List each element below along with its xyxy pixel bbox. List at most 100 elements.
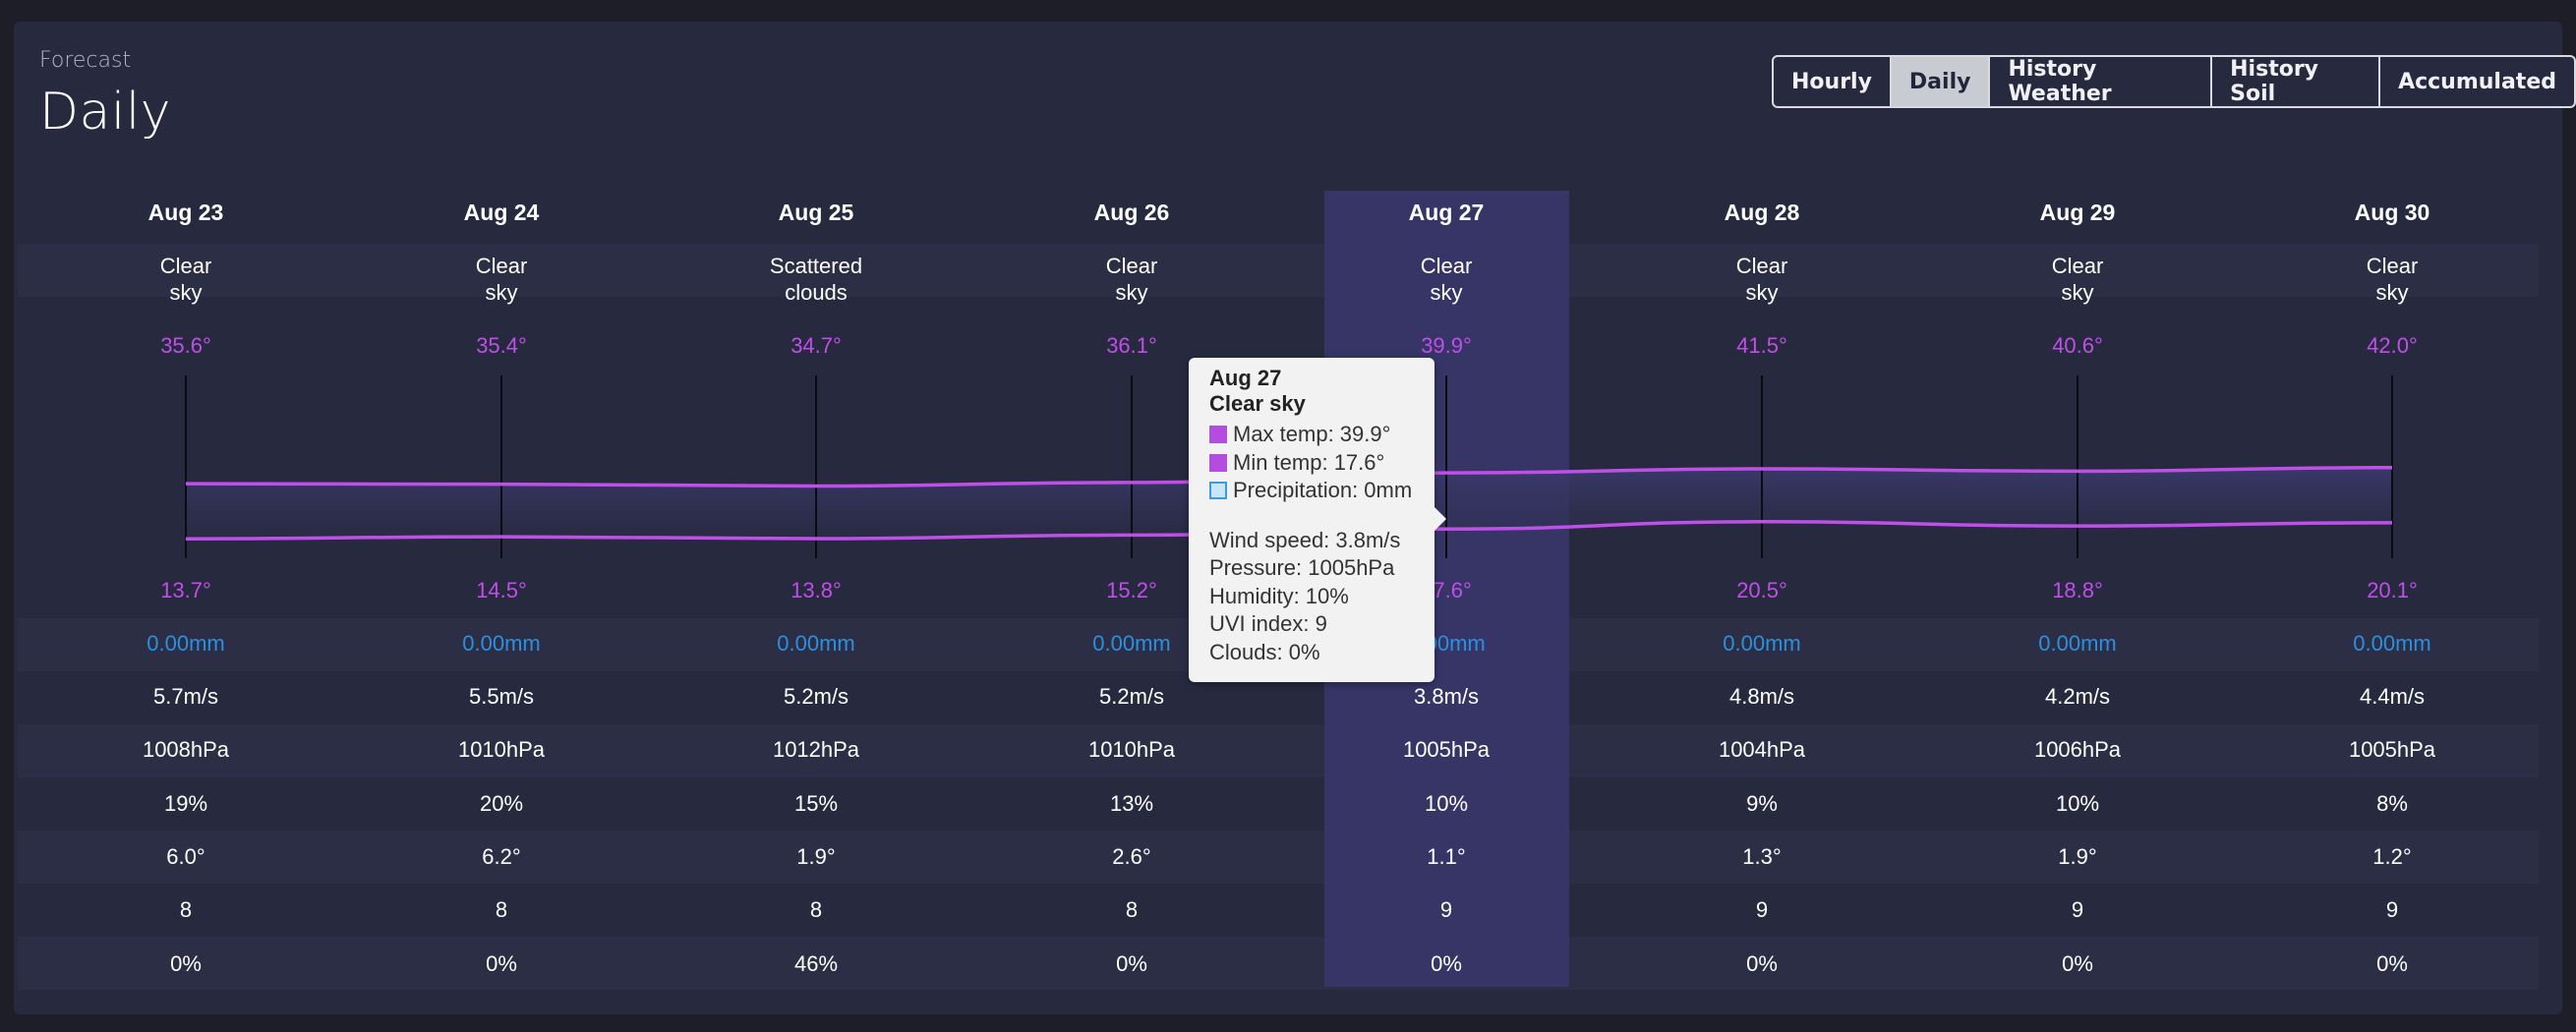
- row-band: [18, 724, 2539, 777]
- day-humidity: 9%: [1746, 791, 1778, 816]
- page-title: Daily: [39, 83, 172, 142]
- day-min-temp: 15.2°: [1106, 578, 1157, 602]
- day-wind-speed: 5.5m/s: [468, 684, 535, 709]
- day-date: Aug 28: [1724, 200, 1800, 225]
- tooltip-precip: Precipitation: 0mm: [1233, 478, 1413, 502]
- day-precipitation: 0.00mm: [462, 631, 541, 656]
- day-condition: Clear sky: [1614, 253, 1909, 306]
- day-pressure: 1006hPa: [2033, 737, 2122, 762]
- day-uvi: 8: [495, 897, 508, 922]
- day-pressure: 1012hPa: [772, 737, 860, 762]
- tab-accumulated[interactable]: Accumulated: [2398, 69, 2556, 94]
- day-pressure: 1004hPa: [1718, 737, 1806, 762]
- day-pressure: 1010hPa: [457, 737, 546, 762]
- day-condition: Clear sky: [354, 253, 649, 306]
- day-condition-line: sky: [1430, 280, 1463, 305]
- day-uvi: 9: [1755, 897, 1769, 922]
- day-tooltip: Aug 27 Clear sky Max temp: 39.9° Min tem…: [1189, 358, 1446, 682]
- day-max-temp: 34.7°: [790, 333, 842, 358]
- day-humidity: 15%: [793, 791, 839, 816]
- section-subtitle: Forecast: [39, 48, 132, 73]
- day-condition-line: sky: [169, 280, 203, 305]
- day-precipitation: 0.00mm: [146, 631, 225, 656]
- day-uvi: 9: [2385, 897, 2399, 922]
- day-condition: Clear sky: [1299, 253, 1594, 306]
- day-condition-line: sky: [1745, 280, 1779, 305]
- day-clouds: 0%: [2376, 951, 2408, 976]
- day-min-temp: 20.1°: [2367, 578, 2418, 602]
- day-clouds: 0%: [1431, 951, 1462, 976]
- tab-daily[interactable]: Daily: [1891, 57, 1991, 106]
- day-dew-point: 1.9°: [2058, 844, 2097, 869]
- tooltip-min-line: Min temp: 17.6°: [1209, 449, 1434, 478]
- day-min-temp: 13.7°: [160, 578, 211, 602]
- day-precipitation: 0.00mm: [2353, 631, 2431, 656]
- min-temp-swatch: [1209, 453, 1227, 472]
- day-condition-line: Clear: [475, 254, 528, 278]
- day-date: Aug 25: [778, 200, 854, 225]
- day-clouds: 0%: [1116, 951, 1147, 976]
- day-wind-speed: 5.7m/s: [152, 684, 219, 709]
- day-dew-point: 6.0°: [166, 844, 205, 869]
- day-condition-line: Clear: [159, 254, 212, 278]
- day-humidity: 19%: [163, 791, 208, 816]
- tooltip-uvi: UVI index: 9: [1209, 611, 1327, 636]
- tooltip-pressure: Pressure: 1005hPa: [1209, 555, 1395, 580]
- day-wind-speed: 4.4m/s: [2359, 684, 2426, 709]
- day-dew-point: 1.1°: [1427, 844, 1466, 869]
- tooltip-clouds: Clouds: 0%: [1209, 639, 1320, 664]
- day-pressure: 1008hPa: [142, 737, 230, 762]
- day-wind-speed: 3.8m/s: [1413, 684, 1480, 709]
- day-date: Aug 27: [1408, 200, 1485, 225]
- day-clouds: 46%: [793, 951, 839, 976]
- tooltip-condition: Clear sky: [1209, 391, 1306, 416]
- day-max-temp: 35.6°: [160, 333, 211, 358]
- day-max-temp: 39.9°: [1421, 333, 1472, 358]
- tab-history-soil[interactable]: History Soil: [2212, 57, 2381, 106]
- day-condition-line: sky: [1115, 280, 1148, 305]
- max-temp-swatch: [1209, 426, 1227, 444]
- tooltip-date: Aug 27: [1209, 366, 1282, 390]
- day-max-temp: 41.5°: [1736, 333, 1787, 358]
- day-pressure: 1010hPa: [1087, 737, 1176, 762]
- day-uvi: 8: [179, 897, 193, 922]
- tooltip-arrow: [1434, 507, 1446, 531]
- day-clouds: 0%: [170, 951, 202, 976]
- day-dew-point: 6.2°: [482, 844, 521, 869]
- day-clouds: 0%: [486, 951, 517, 976]
- day-condition-line: Clear: [1105, 254, 1158, 278]
- day-condition-line: Scattered: [769, 254, 863, 278]
- day-dew-point: 1.9°: [796, 844, 836, 869]
- precipitation-swatch: [1209, 482, 1227, 500]
- day-condition: Clear sky: [38, 253, 333, 306]
- view-tabs: Hourly Daily History Weather History Soi…: [1772, 55, 2576, 108]
- row-band: [18, 244, 2539, 297]
- day-date: Aug 24: [463, 200, 540, 225]
- day-humidity: 13%: [1109, 791, 1154, 816]
- row-band: [18, 831, 2539, 884]
- day-humidity: 8%: [2376, 791, 2408, 816]
- day-date: Aug 29: [2039, 200, 2116, 225]
- day-dew-point: 2.6°: [1112, 844, 1151, 869]
- day-wind-speed: 4.8m/s: [1728, 684, 1795, 709]
- day-condition: Scattered clouds: [669, 253, 964, 306]
- day-condition: Clear sky: [2245, 253, 2540, 306]
- day-min-temp: 20.5°: [1736, 578, 1787, 602]
- day-condition-line: Clear: [1420, 254, 1473, 278]
- day-pressure: 1005hPa: [2348, 737, 2436, 762]
- day-dew-point: 1.3°: [1742, 844, 1782, 869]
- day-wind-speed: 5.2m/s: [1098, 684, 1165, 709]
- day-precipitation: 0.00mm: [1092, 631, 1171, 656]
- day-max-temp: 40.6°: [2052, 333, 2103, 358]
- day-humidity: 20%: [479, 791, 524, 816]
- tab-hourly[interactable]: Hourly: [1774, 57, 1892, 106]
- day-condition-line: sky: [485, 280, 518, 305]
- day-condition: Clear sky: [1930, 253, 2225, 306]
- day-date: Aug 26: [1093, 200, 1170, 225]
- day-precipitation: 0.00mm: [777, 631, 855, 656]
- day-condition-line: Clear: [1735, 254, 1788, 278]
- tab-history-weather[interactable]: History Weather: [1990, 57, 2213, 106]
- day-min-temp: 14.5°: [476, 578, 527, 602]
- tooltip-precip-line: Precipitation: 0mm: [1209, 477, 1434, 505]
- day-condition-line: sky: [2375, 280, 2409, 305]
